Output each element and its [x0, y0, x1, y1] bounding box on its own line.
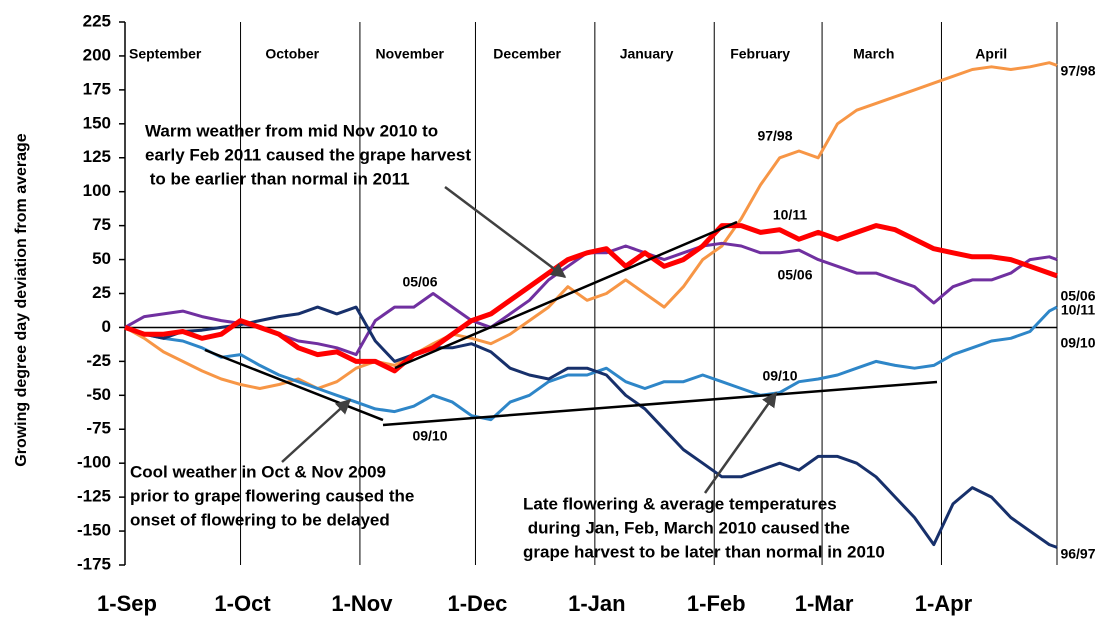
x-tick-label: 1-Feb	[687, 591, 746, 616]
series-label: 05/06	[1060, 288, 1095, 304]
y-tick-label: 175	[83, 79, 111, 98]
month-label: January	[620, 46, 674, 62]
series-label: 05/06	[777, 267, 812, 283]
y-tick-label: -150	[77, 521, 111, 540]
series-label: 09/10	[762, 368, 797, 384]
annotation: prior to grape flowering caused the	[130, 486, 414, 505]
trend-line	[382, 380, 938, 427]
y-tick-label: -100	[77, 453, 111, 472]
x-tick-label: 1-Nov	[331, 591, 393, 616]
annotation: during Jan, Feb, March 2010 caused the	[523, 518, 850, 537]
annotation: early Feb 2011 caused the grape harvest	[145, 145, 471, 164]
month-label: September	[129, 46, 202, 62]
x-tick-label: 1-Dec	[448, 591, 508, 616]
series-line	[124, 305, 1058, 549]
y-tick-label: -75	[86, 419, 111, 438]
y-tick-label: -175	[77, 554, 111, 573]
annotation: to be earlier than normal in 2011	[145, 169, 410, 188]
month-label: March	[853, 46, 894, 62]
y-tick-label: 25	[92, 283, 111, 302]
annotation-lines	[204, 186, 938, 494]
series-line	[124, 305, 1058, 422]
series-line	[124, 223, 1058, 374]
series-line	[124, 61, 1058, 390]
y-tick-label: -25	[86, 351, 111, 370]
trend-line	[394, 220, 738, 370]
series-label: 09/10	[412, 428, 447, 444]
series-label: 10/11	[1061, 302, 1095, 318]
annotation: grape harvest to be later than normal in…	[523, 542, 885, 561]
y-tick-label: 225	[83, 11, 111, 30]
y-tick-label: 100	[83, 181, 111, 200]
month-label: April	[975, 46, 1007, 62]
month-label: December	[493, 46, 561, 62]
annotation: Cool weather in Oct & Nov 2009	[130, 462, 386, 481]
series-label: 09/10	[1060, 335, 1095, 351]
month-label: October	[265, 46, 319, 62]
series-label: 05/06	[402, 274, 437, 290]
arrow	[281, 398, 352, 463]
series-label: 97/98	[1060, 63, 1095, 79]
arrow	[703, 391, 778, 494]
x-tick-label: 1-Mar	[795, 591, 854, 616]
series-label: 97/98	[757, 128, 792, 144]
x-tick-label: 1-Apr	[915, 591, 973, 616]
y-tick-label: 150	[83, 113, 111, 132]
y-tick-label: 200	[83, 45, 111, 64]
y-tick-label: 75	[92, 215, 111, 234]
series-label: 96/97	[1060, 546, 1095, 562]
y-tick-label: 0	[102, 317, 111, 336]
x-tick-label: 1-Jan	[568, 591, 625, 616]
annotation: Late flowering & average temperatures	[523, 494, 837, 513]
month-label: February	[730, 46, 790, 62]
x-tick-label: 1-Sep	[97, 591, 157, 616]
month-label: November	[375, 46, 444, 62]
arrow	[444, 186, 567, 278]
y-axis-label: Growing degree day deviation from averag…	[13, 133, 30, 467]
trend-line	[204, 348, 384, 422]
annotation: Warm weather from mid Nov 2010 to	[145, 121, 438, 140]
y-tick-label: -50	[86, 385, 111, 404]
y-tick-label: 50	[92, 249, 111, 268]
y-tick-label: -125	[77, 487, 111, 506]
x-tick-label: 1-Oct	[214, 591, 271, 616]
plot: -175 -150 -125 -100 -75 -50 -25 0 25 50 75 100 125 15…	[77, 11, 1058, 616]
series-label: 10/11	[773, 207, 807, 223]
y-tick-label: 125	[83, 147, 111, 166]
annotation: onset of flowering to be delayed	[130, 510, 390, 529]
